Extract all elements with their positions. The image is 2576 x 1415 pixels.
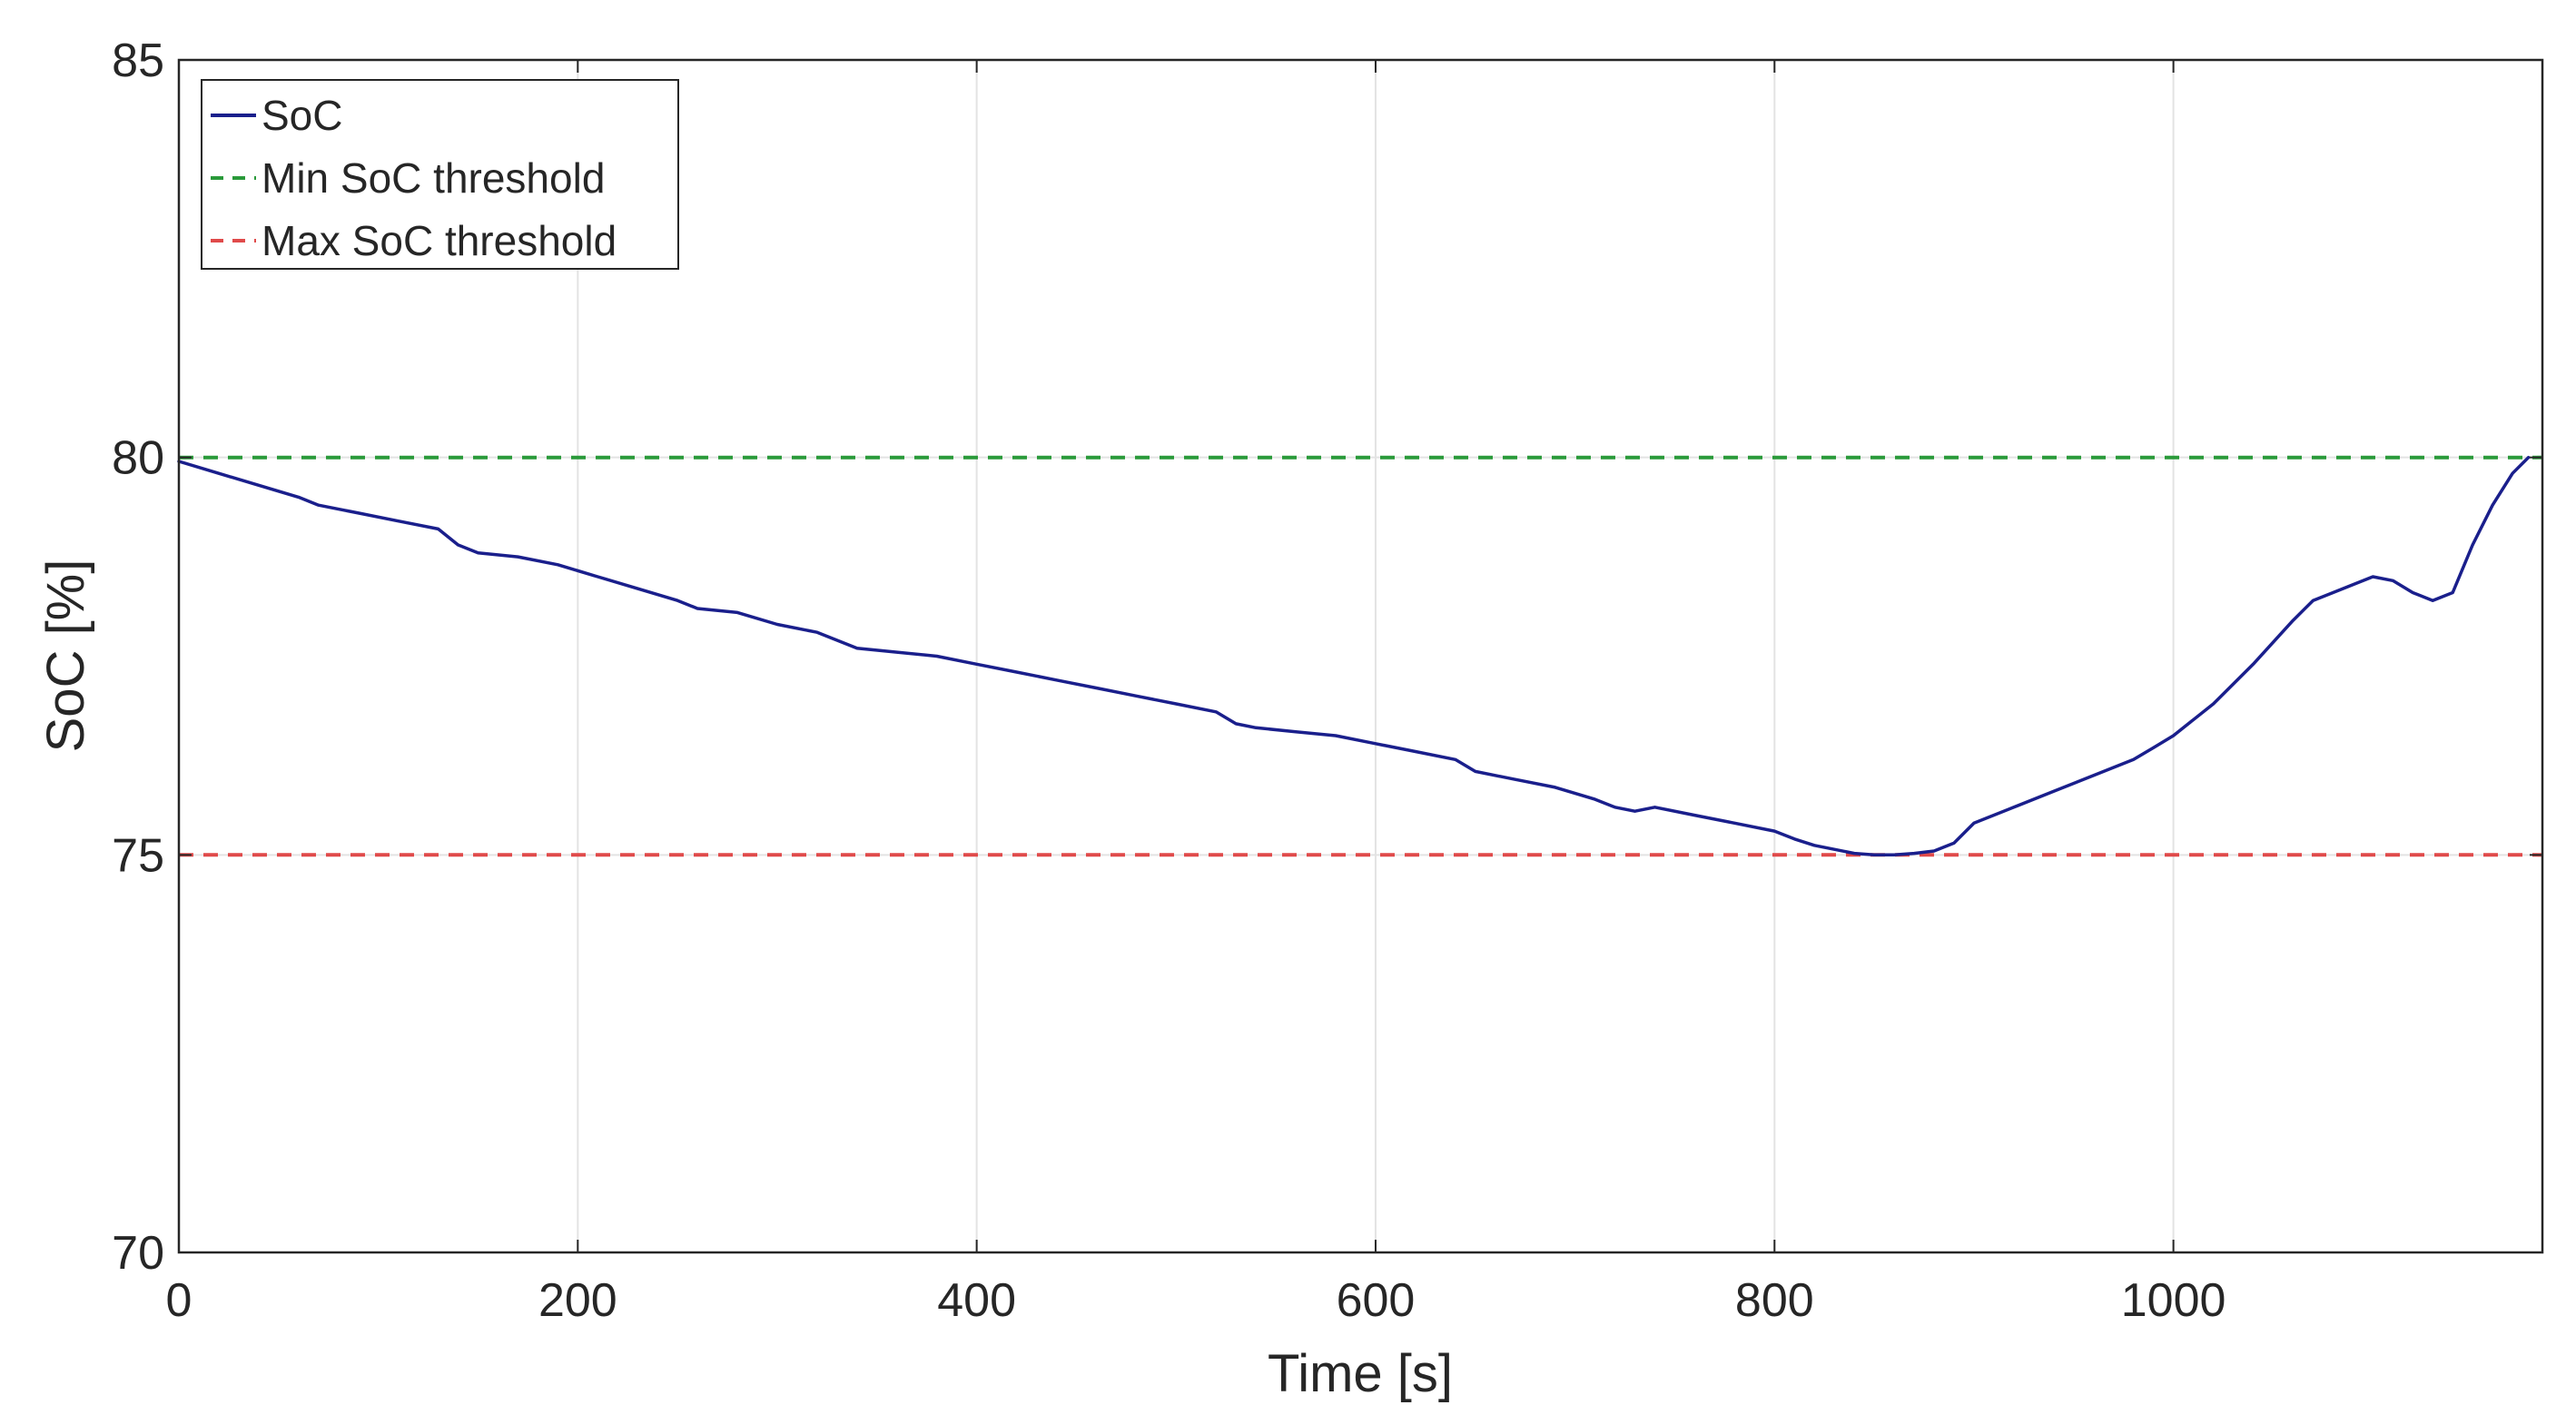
y-tick-label-70: 70 (112, 1227, 164, 1280)
legend-label-min-threshold: Min SoC threshold (262, 154, 605, 202)
series-layer (177, 455, 2542, 857)
x-tick-label-800: 800 (1735, 1274, 1814, 1327)
plot-frame (177, 58, 2544, 1254)
y-axis-label: SoC [%] (36, 559, 95, 753)
y-tick-label-80: 80 (112, 432, 164, 485)
series-line-soc (177, 455, 2531, 857)
y-tick-label-75: 75 (112, 829, 164, 882)
legend: SoC Min SoC threshold Max SoC threshold (201, 79, 679, 270)
x-tick-label-0: 0 (166, 1274, 192, 1327)
tick-layer: 0 200 400 600 800 1000 70 75 80 85 (112, 35, 2542, 1327)
legend-box (201, 79, 679, 270)
x-tick-label-400: 400 (937, 1274, 1016, 1327)
x-tick-label-1000: 1000 (2121, 1274, 2226, 1327)
legend-label-soc: SoC (262, 92, 342, 139)
x-tick-label-600: 600 (1337, 1274, 1416, 1327)
x-tick-label-200: 200 (538, 1274, 617, 1327)
x-axis-label: Time [s] (1268, 1344, 1453, 1403)
legend-label-max-threshold: Max SoC threshold (262, 217, 617, 264)
y-tick-label-85: 85 (112, 35, 164, 87)
